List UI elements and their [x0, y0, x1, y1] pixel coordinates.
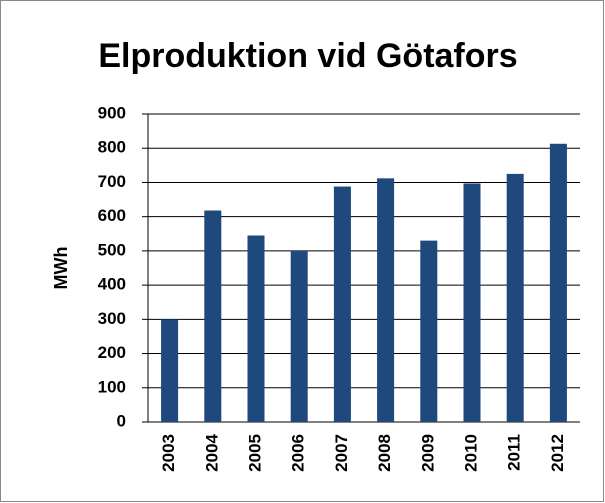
x-tick-label: 2007	[332, 434, 351, 472]
x-tick-label: 2003	[159, 434, 178, 472]
x-tick-label: 2006	[289, 434, 308, 472]
bar	[333, 186, 351, 422]
y-tick-label: 300	[98, 309, 126, 328]
x-tick-label: 2010	[461, 434, 480, 472]
y-tick-label: 400	[98, 275, 126, 294]
bar	[290, 250, 308, 422]
x-tick-label: 2011	[505, 434, 524, 471]
x-tick-label: 2005	[245, 434, 264, 472]
y-tick-label: 200	[98, 343, 126, 362]
x-tick-label: 2008	[375, 434, 394, 472]
y-tick-label: 500	[98, 240, 126, 259]
y-tick-label: 700	[98, 172, 126, 191]
y-axis-label: MWh	[51, 247, 71, 290]
chart-title: Elproduktion vid Götafors	[98, 37, 517, 75]
x-tick-label: 2004	[202, 433, 221, 471]
y-tick-label: 0	[117, 411, 126, 430]
y-tick-label: 800	[98, 138, 126, 157]
bar	[506, 173, 524, 422]
x-tick-label: 2012	[548, 434, 567, 472]
bar	[161, 319, 179, 422]
y-tick-label: 100	[98, 377, 126, 396]
bar	[247, 235, 265, 422]
y-tick-label: 600	[98, 206, 126, 225]
bar	[549, 143, 567, 423]
y-tick-label: 900	[98, 103, 126, 122]
bar	[463, 183, 481, 422]
x-tick-label: 2009	[418, 434, 437, 472]
bar	[420, 240, 438, 422]
bar	[204, 210, 222, 422]
bar	[377, 178, 395, 422]
